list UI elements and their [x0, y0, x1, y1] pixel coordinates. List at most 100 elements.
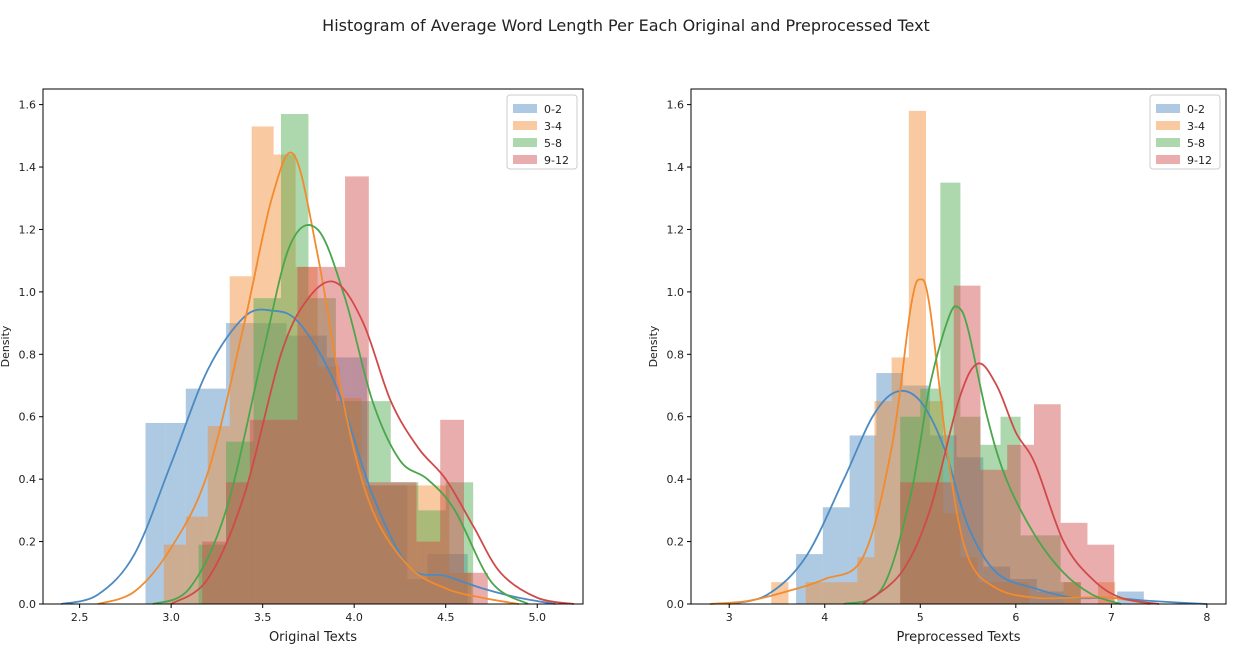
hist-bar-9-12	[953, 285, 981, 604]
hist-bar-0-2	[387, 485, 408, 604]
hist-bar-9-12	[980, 469, 1008, 604]
hist-bar-9-12	[900, 482, 927, 604]
hist-bar-5-8	[390, 482, 419, 604]
hist-bar-3-4	[857, 557, 875, 604]
kde-line-3-4	[710, 278, 1150, 605]
hist-bar-9-12	[1060, 522, 1088, 604]
legend-label-5-8: 5-8	[544, 137, 562, 150]
legend-swatch-3-4	[513, 121, 537, 130]
y-tick-label: 1.4	[19, 161, 37, 174]
hist-bar-9-12	[368, 482, 393, 604]
y-tick-label: 1.6	[667, 99, 685, 112]
hist-bar-5-8	[900, 416, 921, 604]
hist-bar-0-2	[903, 385, 930, 604]
x-tick-label: 3.5	[254, 611, 272, 624]
hist-bar-9-12	[926, 482, 954, 604]
x-axis-label: Preprocessed Texts	[896, 630, 1020, 645]
legend-label-9-12: 9-12	[544, 154, 569, 167]
hist-bar-0-2	[822, 507, 850, 604]
kde-line-3-4	[97, 151, 520, 605]
x-tick-label: 6	[1012, 611, 1019, 624]
hist-bar-5-8	[960, 416, 981, 604]
kde-line-0-2	[61, 308, 556, 605]
legend-swatch-5-8	[1156, 138, 1180, 147]
legend-swatch-0-2	[513, 104, 537, 113]
hist-bar-9-12	[1007, 444, 1034, 604]
hist-bar-0-2	[165, 422, 186, 604]
y-tick-label: 1.0	[19, 286, 37, 299]
hist-bar-3-4	[207, 426, 230, 604]
hist-bar-3-4	[295, 266, 318, 604]
legend-swatch-0-2	[1156, 104, 1180, 113]
hist-bar-3-4	[185, 516, 208, 604]
y-axis-label: Density	[0, 325, 12, 367]
kde-line-9-12	[170, 280, 574, 605]
x-tick-label: 4.5	[437, 611, 455, 624]
hist-bar-3-4	[805, 582, 823, 604]
y-tick-label: 1.2	[19, 223, 37, 236]
legend-label-3-4: 3-4	[1187, 120, 1205, 133]
hist-bar-0-2	[185, 388, 206, 604]
hist-bar-9-12	[273, 419, 298, 604]
hist-bar-9-12	[440, 419, 465, 604]
hist-bar-0-2	[367, 485, 388, 604]
y-tick-label: 1.6	[19, 99, 37, 112]
legend-label-9-12: 9-12	[1187, 154, 1212, 167]
hist-bar-3-4	[943, 513, 961, 604]
x-tick-label: 7	[1108, 611, 1115, 624]
y-tick-label: 0.8	[19, 348, 37, 361]
hist-bar-9-12	[416, 541, 441, 604]
hist-bar-3-4	[840, 582, 858, 604]
x-tick-label: 8	[1203, 611, 1210, 624]
y-tick-label: 1.4	[667, 161, 685, 174]
legend-label-0-2: 0-2	[544, 103, 562, 116]
hist-bar-0-2	[407, 579, 428, 604]
y-tick-label: 1.0	[667, 286, 685, 299]
x-axis-label: Original Texts	[269, 630, 357, 645]
y-tick-label: 0.6	[19, 411, 37, 424]
hist-bar-3-4	[874, 401, 892, 604]
hist-bar-3-4	[163, 544, 186, 604]
legend-swatch-9-12	[513, 155, 537, 164]
x-tick-label: 5.0	[528, 611, 546, 624]
hist-bar-0-2	[145, 422, 166, 604]
legend-label-3-4: 3-4	[544, 120, 562, 133]
hist-bar-3-4	[977, 582, 995, 604]
y-tick-label: 0.0	[667, 598, 685, 611]
hist-bar-0-2	[876, 373, 904, 604]
x-tick-label: 5	[917, 611, 924, 624]
hist-bar-5-8	[418, 510, 446, 604]
hist-bar-3-4	[361, 485, 384, 604]
legend-swatch-9-12	[1156, 155, 1180, 164]
hist-bar-9-12	[226, 482, 250, 604]
x-tick-label: 3.0	[162, 611, 180, 624]
kde-line-5-8	[152, 224, 529, 605]
hist-bar-0-2	[346, 357, 367, 604]
hist-bar-0-2	[326, 357, 347, 604]
hist-bar-0-2	[849, 435, 877, 604]
y-tick-label: 0.2	[19, 536, 37, 549]
hist-bar-5-8	[226, 441, 254, 604]
left-panel-original-texts: 2.5 3.0 3.5 4.0 4.5 5.0 0.0 0.2 0.4 0.6 0.8 1.0 1.2 1…	[0, 88, 584, 645]
hist-bar-5-8	[253, 298, 281, 604]
legend-box	[1149, 94, 1221, 170]
kde-line-9-12	[862, 362, 1160, 605]
hist-bar-3-4	[339, 398, 362, 604]
y-tick-label: 0.6	[667, 411, 685, 424]
hist-bar-3-4	[251, 126, 274, 605]
hist-bar-9-12	[297, 266, 322, 604]
hist-bar-0-2	[427, 554, 448, 604]
x-tick-label: 2.5	[71, 611, 89, 624]
x-tick-label: 4.0	[345, 611, 363, 624]
hist-bar-9-12	[1033, 404, 1061, 604]
hist-bar-9-12	[249, 419, 274, 604]
hist-bar-3-4	[449, 572, 472, 604]
hist-bar-5-8	[1020, 535, 1041, 604]
hist-bar-3-4	[317, 366, 340, 604]
x-tick-label: 3	[726, 611, 733, 624]
legend-label-5-8: 5-8	[1187, 137, 1205, 150]
legend-label-0-2: 0-2	[1187, 103, 1205, 116]
hist-bar-3-4	[273, 154, 296, 604]
hist-bar-3-4	[994, 582, 1012, 604]
hist-bar-5-8	[280, 113, 309, 604]
